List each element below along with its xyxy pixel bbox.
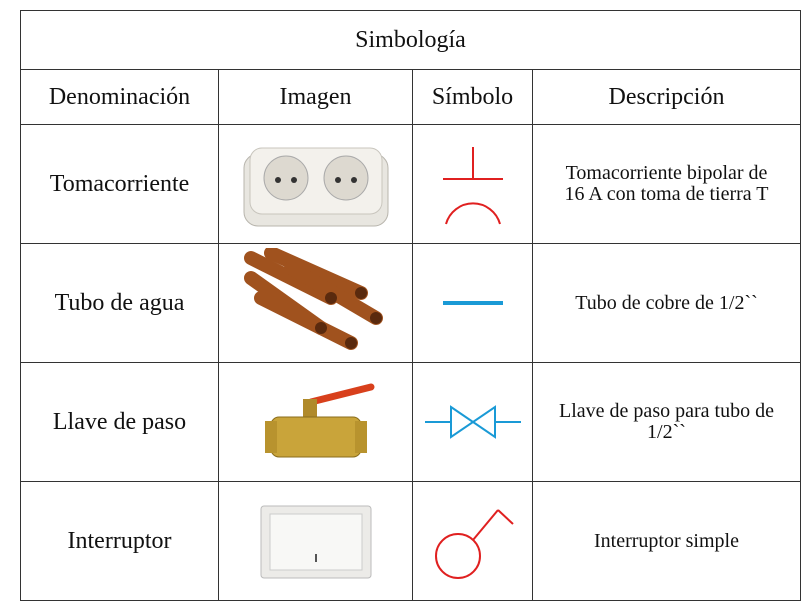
row-name: Tomacorriente — [20, 124, 219, 244]
symbol-cell — [412, 243, 533, 363]
symbol-table: Simbología Denominación Imagen Símbolo D… — [20, 10, 801, 601]
image-cell — [218, 481, 413, 601]
description: Tomacorriente bipolar de 16 A con toma d… — [532, 124, 801, 244]
column-header: Imagen — [218, 69, 413, 125]
row-name: Llave de paso — [20, 362, 219, 482]
image-cell — [218, 362, 413, 482]
description: Tubo de cobre de 1/2`` — [532, 243, 801, 363]
row-name: Interruptor — [20, 481, 219, 601]
pipes-image — [243, 248, 383, 350]
image-cell — [218, 243, 413, 363]
pipe-symbol — [442, 301, 503, 305]
socket-symbol — [442, 147, 503, 225]
switch-symbol — [434, 509, 514, 579]
switch-image — [260, 505, 371, 579]
symbol-cell — [412, 481, 533, 601]
row-name: Tubo de agua — [20, 243, 219, 363]
column-header: Denominación — [20, 69, 219, 125]
socket-image — [243, 147, 388, 227]
description: Interruptor simple — [532, 481, 801, 601]
column-header: Símbolo — [412, 69, 533, 125]
valve-image — [264, 383, 374, 458]
symbol-cell — [412, 124, 533, 244]
table-title: Simbología — [20, 10, 801, 70]
column-header: Descripción — [532, 69, 801, 125]
description: Llave de paso para tubo de 1/2`` — [532, 362, 801, 482]
valve-symbol — [424, 405, 521, 439]
image-cell — [218, 124, 413, 244]
symbol-cell — [412, 362, 533, 482]
